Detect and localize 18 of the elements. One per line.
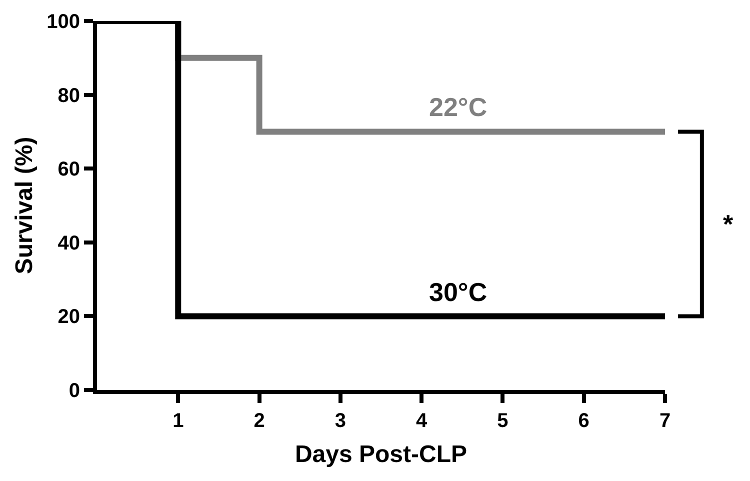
x-tick-label: 5 (497, 410, 508, 432)
x-tick-label: 2 (254, 410, 265, 432)
y-axis-title: Survival (%) (11, 136, 38, 274)
y-tick-label: 60 (58, 158, 80, 181)
x-tick-label: 4 (416, 410, 428, 432)
series-label: 30°C (429, 277, 488, 307)
y-tick-label: 0 (68, 380, 80, 402)
text: * (723, 209, 734, 239)
x-tick-label: 6 (578, 410, 590, 432)
y-tick-label: 20 (58, 306, 80, 328)
series-label: 22°C (429, 92, 488, 122)
y-tick-label: 100 (46, 11, 80, 33)
x-tick-label: 1 (172, 410, 184, 432)
y-tick-label: 80 (58, 84, 80, 107)
x-axis-title: Days Post-CLP (294, 440, 468, 468)
x-tick-label: 7 (659, 410, 671, 432)
x-tick-label: 3 (334, 410, 346, 432)
y-tick-label: 40 (58, 232, 80, 254)
